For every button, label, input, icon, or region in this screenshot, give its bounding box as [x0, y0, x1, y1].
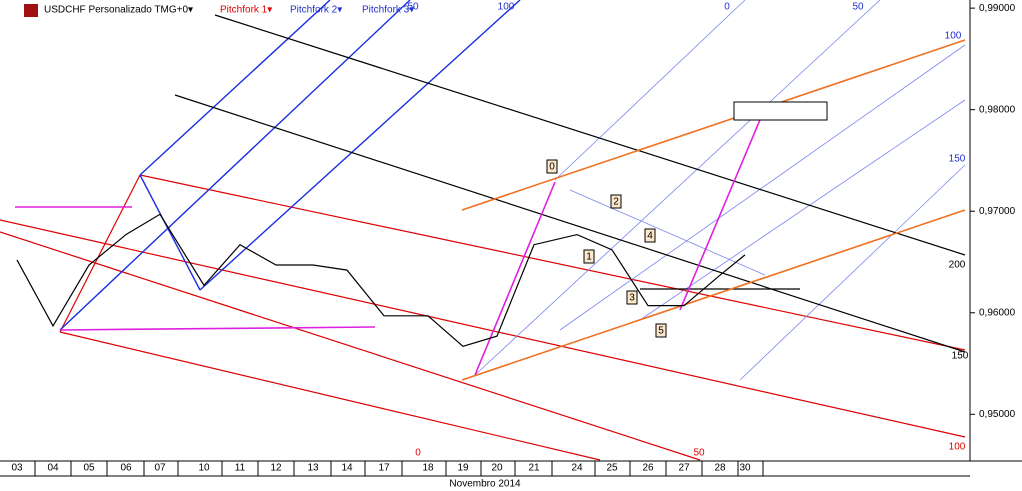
x-tick-label: 13	[307, 463, 319, 474]
wave-box	[626, 290, 638, 305]
y-tick-label: 0,97000	[979, 206, 1016, 217]
target-box	[733, 101, 828, 121]
wave-label: 2	[613, 197, 619, 208]
x-tick-label: 14	[341, 463, 353, 474]
wave-label: 0	[549, 162, 555, 173]
wave-label: 1	[586, 252, 592, 263]
pitchfork-3	[474, 0, 966, 381]
plot	[16, 213, 746, 347]
wave-box	[583, 249, 595, 264]
x-tick-label: 06	[120, 463, 132, 474]
price-line	[16, 213, 746, 347]
level-label: 0	[415, 448, 421, 459]
tool-menu[interactable]: Pitchfork 2▾	[290, 5, 342, 16]
x-tick-label: 12	[270, 463, 282, 474]
level-label: 50	[407, 2, 419, 13]
wave-label: 4	[647, 231, 653, 242]
chart-title[interactable]: USDCHF Personalizado TMG+0▾	[44, 5, 193, 16]
magenta	[15, 114, 763, 376]
x-tick-label: 11	[235, 463, 246, 474]
level-label: 50	[852, 2, 864, 13]
x-tick-label: 03	[11, 463, 23, 474]
wave-box	[546, 159, 558, 174]
x-tick-label: 28	[714, 463, 726, 474]
x-tick-label: 19	[457, 463, 469, 474]
x-tick-label: 05	[83, 463, 95, 474]
level-label: 100	[945, 31, 962, 42]
pitchfork-2	[59, 0, 521, 331]
pitchfork-1	[0, 174, 966, 461]
x-tick-label: 04	[47, 463, 59, 474]
wave-box	[655, 323, 667, 338]
x-tick-label: 26	[642, 463, 654, 474]
x-tick-label: 30	[739, 463, 751, 474]
x-tick-label: 18	[422, 463, 434, 474]
level-label: 150	[952, 351, 969, 362]
y-tick-label: 0,95000	[979, 409, 1016, 420]
y-tick-label: 0,98000	[979, 104, 1016, 115]
x-tick-label: 25	[606, 463, 618, 474]
level-label: 200	[949, 260, 966, 271]
wave-label: 5	[658, 326, 664, 337]
x-tick-label: 20	[491, 463, 503, 474]
x-tick-label: 27	[678, 463, 690, 474]
symbol-icon[interactable]	[24, 4, 38, 17]
level-label: 100	[949, 442, 966, 453]
x-tick-label: 17	[378, 463, 390, 474]
x-tick-label: 07	[154, 463, 166, 474]
wave-box	[644, 228, 656, 243]
x-axis-label: Novembro 2014	[449, 479, 521, 490]
wave-box	[610, 194, 622, 209]
level-label: 50	[693, 448, 705, 459]
tool-menu[interactable]: Pitchfork 1▾	[220, 5, 272, 16]
level-label: 0	[724, 2, 730, 13]
tool-menu[interactable]: Pitchfork 3▾	[362, 5, 414, 16]
orange-channel	[461, 39, 966, 381]
x-tick-label: 24	[571, 463, 583, 474]
wave-label: 3	[629, 293, 635, 304]
y-tick-label: 0,99000	[979, 3, 1016, 14]
drawings	[0, 0, 966, 461]
channel	[174, 14, 966, 353]
y-tick-label: 0,96000	[979, 307, 1016, 318]
level-label: 100	[498, 2, 515, 13]
level-label: 150	[949, 154, 966, 165]
x-tick-label: 21	[528, 463, 540, 474]
x-tick-label: 10	[198, 463, 210, 474]
